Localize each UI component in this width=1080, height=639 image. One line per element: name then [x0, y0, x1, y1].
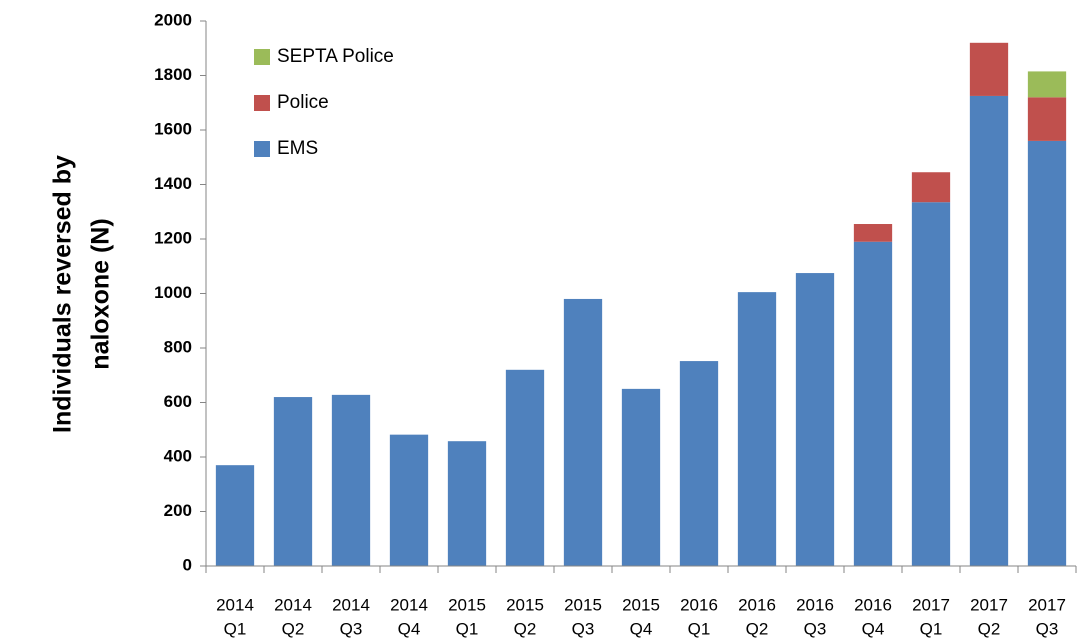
- bar-segment: [447, 441, 487, 566]
- bar-segment: [331, 394, 371, 566]
- x-tick-label: 2016: [854, 595, 892, 614]
- x-tick-label: Q2: [978, 619, 1001, 638]
- legend-label: Police: [277, 92, 329, 113]
- x-tick-label: 2015: [622, 595, 660, 614]
- legend-swatch: [254, 49, 270, 65]
- x-tick-label: Q4: [630, 619, 653, 638]
- x-tick-label: Q2: [514, 619, 537, 638]
- bar-segment: [853, 241, 893, 566]
- x-tick-label: 2015: [448, 595, 486, 614]
- x-tick-label: 2015: [564, 595, 602, 614]
- legend-swatch: [254, 95, 270, 111]
- x-tick-label: 2014: [332, 595, 370, 614]
- y-tick-label: 0: [183, 555, 192, 574]
- x-tick-label: Q1: [920, 619, 943, 638]
- x-tick-label: Q3: [340, 619, 363, 638]
- x-tick-label: 2014: [390, 595, 428, 614]
- x-tick-label: 2017: [912, 595, 950, 614]
- bar-segment: [505, 369, 545, 566]
- y-tick-label: 2000: [154, 10, 192, 29]
- bar-segment: [1027, 140, 1067, 566]
- bar-segment: [563, 298, 603, 566]
- y-tick-label: 1600: [154, 119, 192, 138]
- x-tick-label: Q4: [862, 619, 885, 638]
- y-tick-label: 400: [164, 446, 192, 465]
- y-tick-label: 600: [164, 392, 192, 411]
- x-tick-label: Q2: [746, 619, 769, 638]
- y-axis-title: Individuals reversed by naloxone (N): [49, 155, 115, 433]
- x-tick-label: Q2: [282, 619, 305, 638]
- x-tick-label: 2017: [1028, 595, 1066, 614]
- x-tick-label: 2015: [506, 595, 544, 614]
- y-axis-title-line: Individuals reversed by: [49, 155, 77, 433]
- y-tick-label: 1000: [154, 283, 192, 302]
- legend-label: EMS: [277, 138, 318, 159]
- y-axis-title-line: naloxone (N): [87, 218, 115, 369]
- legend-label: SEPTA Police: [277, 46, 394, 67]
- bar-segment: [969, 42, 1009, 96]
- bar-segment: [911, 172, 951, 203]
- x-tick-label: Q1: [456, 619, 479, 638]
- bar-segment: [621, 388, 661, 566]
- bar-segment: [911, 202, 951, 566]
- bar-segment: [679, 361, 719, 566]
- y-tick-label: 800: [164, 337, 192, 356]
- bar-segment: [389, 434, 429, 566]
- bar-segment: [1027, 97, 1067, 141]
- bar-segment: [969, 95, 1009, 566]
- y-tick-label: 200: [164, 501, 192, 520]
- x-tick-label: 2014: [216, 595, 254, 614]
- bar-segment: [737, 292, 777, 566]
- x-tick-label: 2016: [738, 595, 776, 614]
- x-tick-label: 2016: [796, 595, 834, 614]
- x-tick-label: 2014: [274, 595, 312, 614]
- legend-swatch: [254, 141, 270, 157]
- x-tick-label: Q1: [224, 619, 247, 638]
- x-tick-label: Q4: [398, 619, 421, 638]
- x-tick-label: Q3: [1036, 619, 1059, 638]
- bar-segment: [1027, 71, 1067, 98]
- x-tick-label: 2016: [680, 595, 718, 614]
- y-tick-label: 1800: [154, 65, 192, 84]
- bar-segment: [215, 465, 255, 566]
- x-tick-label: Q3: [804, 619, 827, 638]
- x-tick-label: Q3: [572, 619, 595, 638]
- bar-segment: [273, 397, 313, 566]
- y-tick-label: 1400: [154, 174, 192, 193]
- bar-segment: [853, 224, 893, 242]
- bar-segment: [795, 273, 835, 566]
- x-tick-label: Q1: [688, 619, 711, 638]
- x-tick-label: 2017: [970, 595, 1008, 614]
- y-tick-label: 1200: [154, 228, 192, 247]
